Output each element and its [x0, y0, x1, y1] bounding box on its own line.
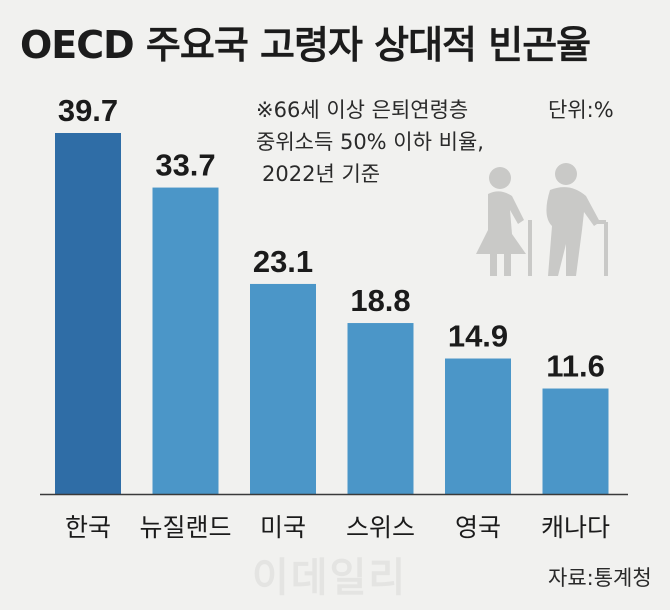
bar-1: [55, 133, 121, 494]
unit-label: 단위:%: [548, 98, 614, 122]
bar-2: [152, 187, 219, 494]
value-label-5: 14.9: [448, 319, 508, 354]
watermark: 이데일리: [252, 555, 408, 601]
footnote-line-2: 중위소득 50% 이하 비율,: [256, 130, 484, 154]
source-label: 자료:통계청: [548, 566, 652, 590]
bar-4: [347, 323, 414, 494]
elderly-couple-icon: [476, 163, 608, 276]
category-label-2: 뉴질랜드: [139, 513, 231, 542]
chart-title: OECD 주요국 고령자 상대적 빈곤율: [20, 23, 591, 67]
footnote-line-3: 2022년 기준: [262, 162, 381, 186]
footnote-line-1: ※66세 이상 은퇴연령층: [256, 98, 469, 122]
value-label-1: 39.7: [58, 93, 118, 128]
category-label-4: 스위스: [346, 513, 415, 542]
bar-3: [250, 283, 316, 494]
value-label-3: 23.1: [253, 244, 313, 279]
category-label-3: 미국: [260, 513, 306, 542]
bar-6: [542, 388, 609, 494]
category-label-5: 영국: [455, 513, 501, 542]
category-label-1: 한국: [65, 513, 111, 542]
bar-5: [445, 358, 511, 494]
category-label-6: 캐나다: [541, 513, 610, 542]
value-label-6: 11.6: [546, 349, 605, 384]
value-label-2: 33.7: [155, 148, 215, 183]
value-label-4: 18.8: [350, 283, 410, 318]
